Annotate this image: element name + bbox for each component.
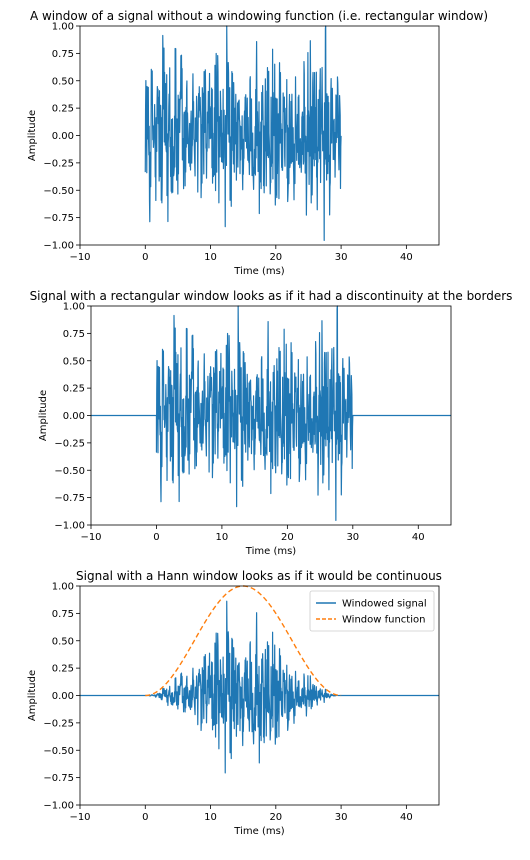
x-tick-label: 10 xyxy=(204,812,217,823)
legend: Windowed signal Window function xyxy=(309,590,435,632)
x-tick-label: 20 xyxy=(269,812,282,823)
x-tick-label: 0 xyxy=(153,532,159,543)
y-tick-label: 0.50 xyxy=(63,356,85,367)
x-tick-label: 30 xyxy=(335,812,348,823)
y-tick-label: −0.75 xyxy=(54,493,85,504)
chart-title: A window of a signal without a windowing… xyxy=(30,9,488,23)
y-tick-label: 1.00 xyxy=(52,22,74,33)
subplot-1: A window of a signal without a windowing… xyxy=(27,9,488,277)
x-tick-label: −10 xyxy=(69,252,90,263)
y-tick-label: −0.25 xyxy=(43,158,74,169)
x-tick-label: 10 xyxy=(204,252,217,263)
y-axis-label: Amplitude xyxy=(27,670,38,721)
x-tick-label: 0 xyxy=(142,812,148,823)
y-tick-label: −0.25 xyxy=(54,438,85,449)
y-axis-label: Amplitude xyxy=(27,110,38,161)
x-tick-label: 30 xyxy=(346,532,359,543)
chart-title: Signal with a rectangular window looks a… xyxy=(30,289,513,303)
x-tick-label: −10 xyxy=(80,532,101,543)
x-tick-label: 10 xyxy=(216,532,229,543)
y-tick-label: 0.50 xyxy=(52,76,74,87)
y-tick-label: −0.75 xyxy=(43,773,74,784)
legend-box xyxy=(309,590,435,632)
signal-line xyxy=(91,305,451,521)
y-tick-label: −0.50 xyxy=(43,186,74,197)
y-tick-label: −0.50 xyxy=(43,746,74,757)
y-tick-label: 0.75 xyxy=(52,609,74,620)
y-tick-label: 0.00 xyxy=(63,411,85,422)
y-tick-label: 0.25 xyxy=(52,104,74,115)
legend-entry: Window function xyxy=(342,615,425,626)
series-1 xyxy=(91,305,451,521)
y-tick-label: 0.50 xyxy=(52,636,74,647)
x-tick-label: 30 xyxy=(335,252,348,263)
series-1 xyxy=(144,25,342,241)
y-tick-label: −1.00 xyxy=(43,801,74,812)
signal-line xyxy=(144,25,342,241)
chart-title: Signal with a Hann window looks as if it… xyxy=(76,569,442,583)
legend-entry: Windowed signal xyxy=(342,599,427,610)
y-tick-label: 0.25 xyxy=(52,664,74,675)
subplot-3: Signal with a Hann window looks as if it… xyxy=(27,569,442,837)
y-tick-label: −0.50 xyxy=(54,466,85,477)
x-tick-label: 0 xyxy=(142,252,148,263)
series-1 xyxy=(80,600,439,774)
y-axis-label: Amplitude xyxy=(38,390,49,441)
x-axis-label: Time (ms) xyxy=(233,266,285,277)
x-tick-label: 20 xyxy=(269,252,282,263)
x-tick-label: −10 xyxy=(69,812,90,823)
subplot-2: Signal with a rectangular window looks a… xyxy=(30,289,513,557)
y-tick-label: 0.25 xyxy=(63,384,85,395)
x-tick-label: 40 xyxy=(400,812,413,823)
x-tick-label: 40 xyxy=(400,252,413,263)
x-axis-label: Time (ms) xyxy=(233,826,285,837)
y-tick-label: −0.25 xyxy=(43,718,74,729)
y-tick-label: −1.00 xyxy=(54,521,85,532)
x-axis-label: Time (ms) xyxy=(245,546,297,557)
y-tick-label: 0.00 xyxy=(52,131,74,142)
y-tick-label: −0.75 xyxy=(43,213,74,224)
y-tick-label: 0.75 xyxy=(52,49,74,60)
x-tick-label: 40 xyxy=(412,532,425,543)
y-tick-label: 1.00 xyxy=(52,582,74,593)
signal-line xyxy=(80,600,439,774)
y-tick-label: −1.00 xyxy=(43,241,74,252)
x-tick-label: 20 xyxy=(281,532,294,543)
y-tick-label: 1.00 xyxy=(63,302,85,313)
y-tick-label: 0.00 xyxy=(52,691,74,702)
y-tick-label: 0.75 xyxy=(63,329,85,340)
